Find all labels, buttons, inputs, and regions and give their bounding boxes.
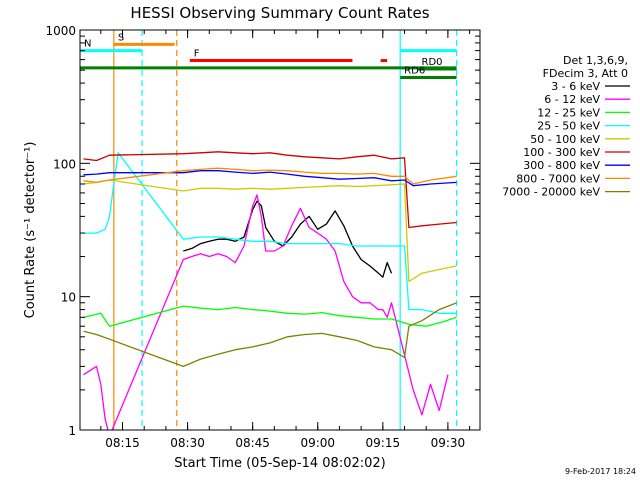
legend-label-2: 12 - 25 keV (537, 106, 600, 119)
series-line-2 (83, 305, 457, 327)
x-tick-label-2: 08:45 (235, 436, 270, 450)
legend-label-4: 50 - 100 keV (530, 133, 600, 146)
x-tick-label-0: 08:15 (105, 436, 140, 450)
legend-label-8: 7000 - 20000 keV (502, 186, 600, 199)
legend-label-3: 25 - 50 keV (537, 120, 600, 133)
series-line-7 (83, 167, 457, 185)
y-tick-label-2: 100 (53, 157, 76, 171)
x-tick-label-4: 09:15 (366, 436, 401, 450)
series-line-1 (83, 194, 449, 430)
series-line-0 (183, 200, 393, 278)
observing-flag-label-0: S (118, 32, 124, 43)
x-tick-label-3: 09:00 (300, 436, 335, 450)
x-tick-label-5: 09:30 (431, 436, 466, 450)
legend-label-1: 6 - 12 keV (544, 93, 600, 106)
series-line-8 (83, 302, 457, 368)
plot-frame (79, 29, 481, 431)
x-axis-label: Start Time (05-Sep-14 08:02:02) (174, 456, 385, 471)
x-tick-label-1: 08:30 (170, 436, 205, 450)
y-tick-label-3: 1000 (45, 24, 76, 38)
legend-header-1: FDecim 3, Att 0 (543, 67, 628, 80)
observing-flag-label-2: F (194, 49, 200, 60)
y-tick-label-1: 10 (61, 291, 76, 305)
legend-label-7: 800 - 7000 keV (516, 172, 600, 185)
observing-flag-label-7: RD6 (404, 66, 425, 77)
y-tick-label-0: 1 (68, 424, 76, 438)
y-axis-label: Count Rate (s⁻¹ detector⁻¹) (23, 142, 38, 319)
legend-header-0: Det 1,3,6,9, (563, 54, 628, 67)
observing-flag-label-1: N (84, 39, 91, 50)
series-line-6 (83, 170, 457, 187)
series-line-3 (83, 152, 457, 314)
legend-label-6: 300 - 800 keV (523, 159, 600, 172)
footer-date: 9-Feb-2017 18:24 (565, 467, 636, 476)
chart-title: HESSI Observing Summary Count Rates (130, 4, 429, 22)
legend-label-5: 100 - 300 keV (523, 146, 600, 159)
series-line-4 (83, 179, 457, 283)
observing-flag-label-5: RD0 (422, 57, 443, 68)
series-line-5 (83, 151, 457, 229)
legend-label-0: 3 - 6 keV (551, 80, 600, 93)
